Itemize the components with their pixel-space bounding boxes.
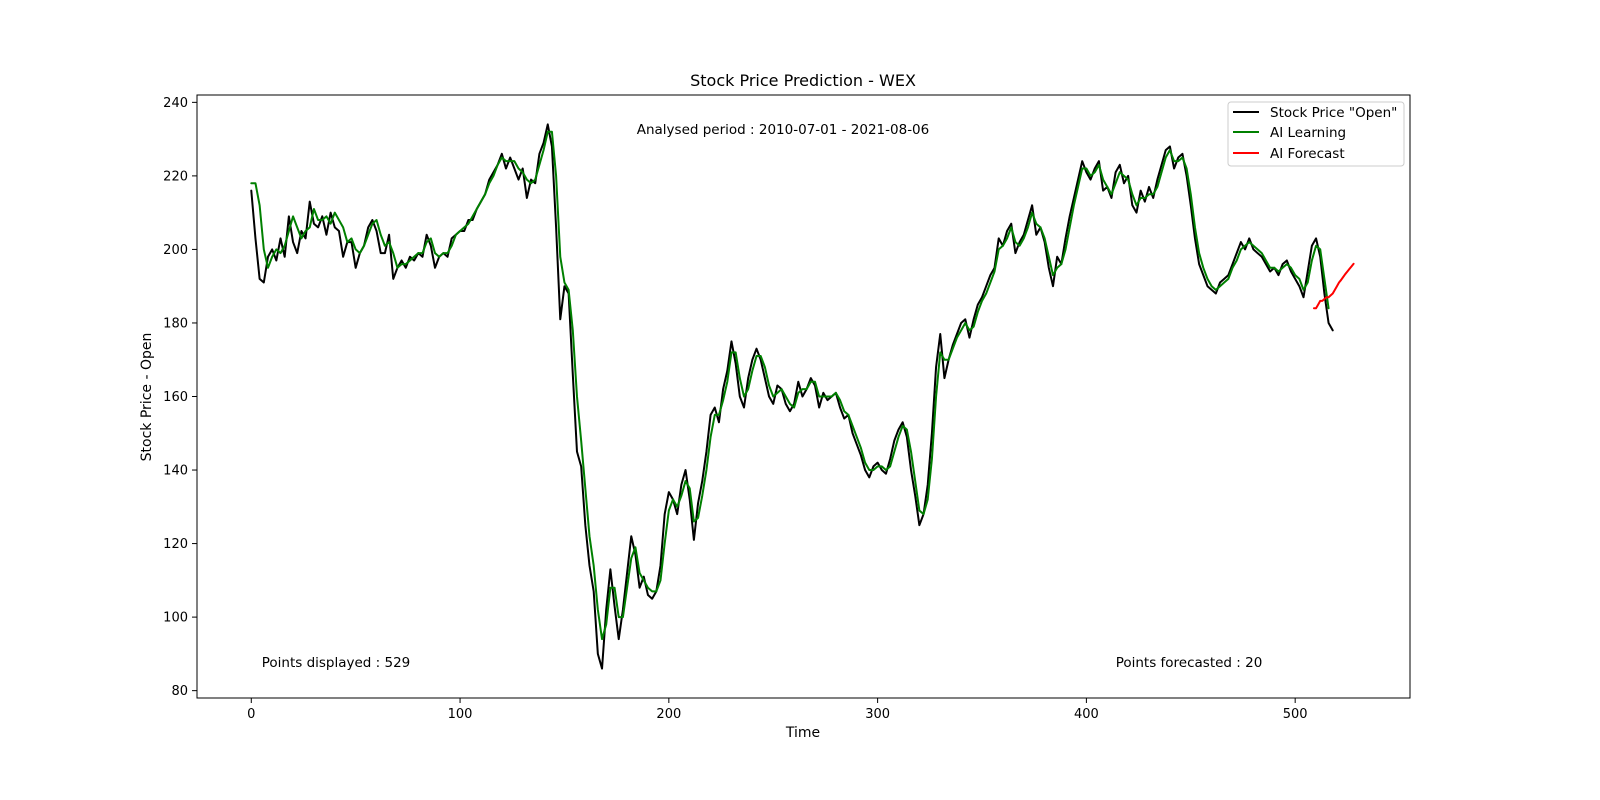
chart-title: Stock Price Prediction - WEX [690,71,916,90]
x-tick-label: 500 [1283,707,1308,722]
y-tick-label: 160 [163,390,188,405]
points-displayed-annotation: Points displayed : 529 [262,655,411,671]
y-tick-label: 200 [163,243,188,258]
x-tick-label: 200 [656,707,681,722]
series-line-ai-learning [250,130,1330,641]
analysed-period-annotation: Analysed period : 2010-07-01 - 2021-08-0… [637,122,930,138]
y-tick-label: 140 [163,464,188,479]
y-tick-label: 240 [163,96,188,111]
y-tick-label: 220 [163,169,188,184]
x-axis-ticks: 0 100 200 300 400 500 [247,698,1308,722]
y-tick-label: 180 [163,316,188,331]
y-tick-label: 100 [163,611,188,626]
y-tick-label: 80 [171,684,188,699]
y-tick-label: 120 [163,537,188,552]
series-line-ai-forecast [1312,262,1355,310]
plot-area: 0 100 200 300 400 500 80 100 120 140 160 180 200 220… [163,94,1411,722]
x-tick-label: 400 [1074,707,1099,722]
y-axis-label: Stock Price - Open [139,333,155,462]
x-axis-label: Time [785,725,820,741]
x-tick-label: 0 [247,707,255,722]
legend-label-open: Stock Price "Open" [1270,105,1397,121]
legend: Stock Price "Open" AI Learning AI Foreca… [1227,101,1405,167]
series-layer [250,123,1355,670]
y-axis-ticks: 80 100 120 140 160 180 200 220 240 [163,96,197,699]
series-line-open [250,123,1334,670]
legend-label-forecast: AI Forecast [1270,146,1345,162]
x-tick-label: 300 [865,707,890,722]
points-forecasted-annotation: Points forecasted : 20 [1116,655,1263,671]
legend-label-learning: AI Learning [1270,125,1346,141]
legend-box [1227,101,1405,167]
x-tick-label: 100 [448,707,473,722]
